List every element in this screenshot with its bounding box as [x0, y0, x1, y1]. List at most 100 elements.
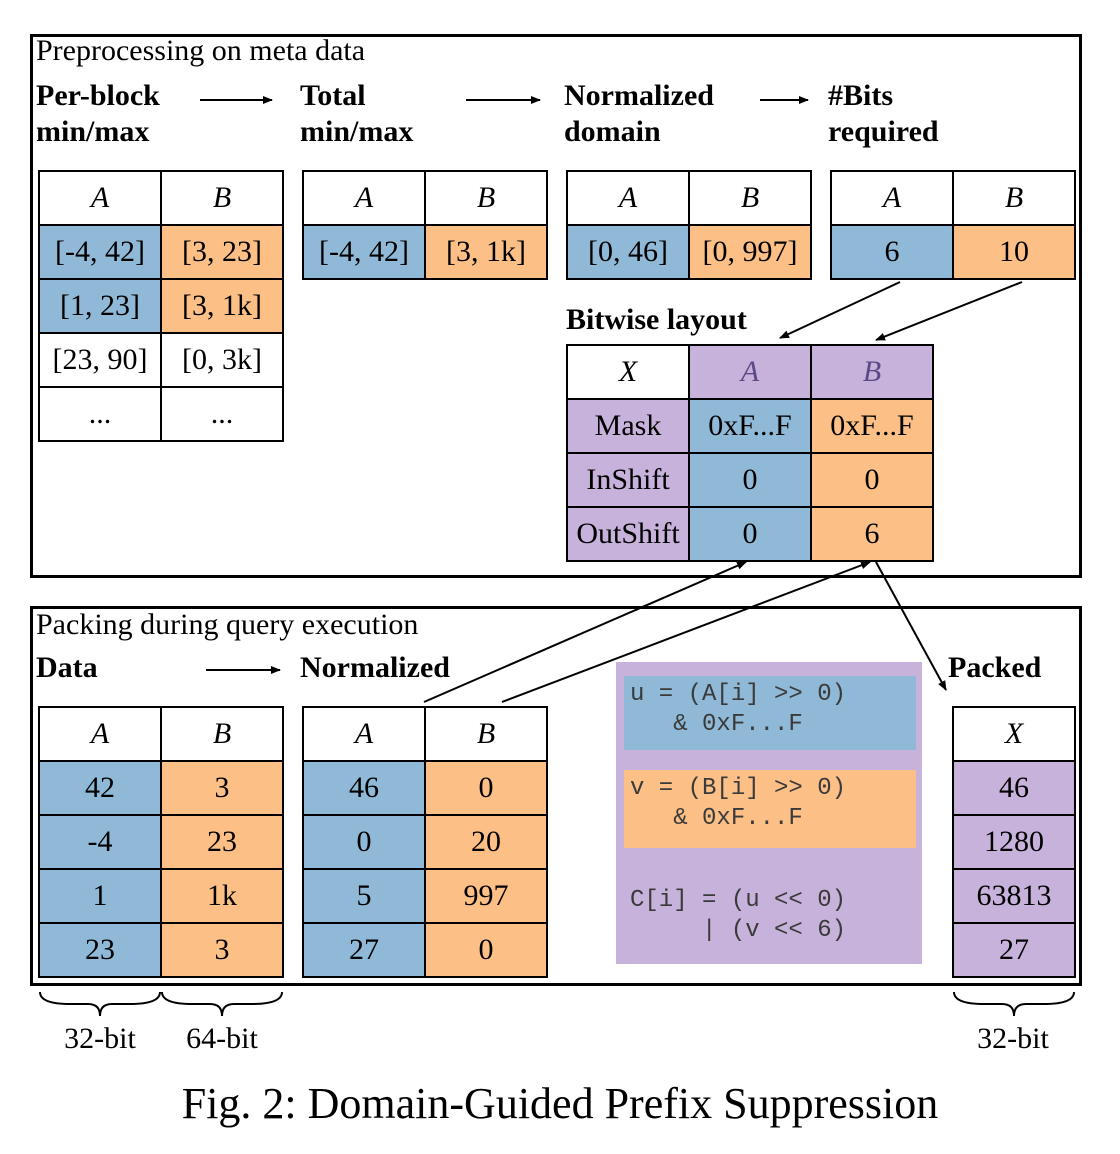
col-b-header: B [424, 170, 548, 226]
col-a-header: A [302, 170, 426, 226]
cell: [1, 23] [38, 278, 162, 334]
table-row: 27 [952, 922, 1076, 978]
code-c: C[i] = (u << 0) | (v << 6) [630, 887, 847, 944]
packed-label: Packed [948, 651, 1042, 684]
cell: 6 [830, 224, 954, 280]
bitwise-layout-table: X A B Mask 0xF...F 0xF...F InShift 0 0 O… [566, 344, 934, 562]
preprocessing-panel [30, 34, 1082, 578]
table-row: 46 [952, 760, 1076, 816]
bitwidth-label-x: 32-bit [977, 1022, 1049, 1055]
packed-table: X 46 1280 63813 27 [952, 706, 1076, 978]
cell: 20 [424, 814, 548, 870]
brace-icon [161, 991, 283, 1017]
cell: 10 [952, 224, 1076, 280]
cell: 63813 [952, 868, 1076, 924]
normalized-label: Normalized [300, 651, 450, 684]
code-v: v = (B[i] >> 0) & 0xF...F [624, 770, 916, 848]
cell: 27 [302, 922, 426, 978]
table-row: [1, 23] [3, 1k] [38, 278, 284, 334]
cell: 1280 [952, 814, 1076, 870]
col-x-header: X [566, 344, 690, 400]
cell: [0, 3k] [160, 332, 284, 388]
cell: 46 [302, 760, 426, 816]
col-b-header: B [810, 344, 934, 400]
step-total: Total min/max [300, 79, 414, 148]
cell: [-4, 42] [38, 224, 162, 280]
bitwidth-label-b: 64-bit [186, 1022, 258, 1055]
per-block-table: A B [-4, 42] [3, 23] [1, 23] [3, 1k] [23… [38, 170, 284, 442]
arrow-layout-to-packed [875, 561, 947, 691]
step-normalized: Normalized domain [564, 79, 714, 148]
table-row: [0, 46] [0, 997] [566, 224, 812, 280]
cell: -4 [38, 814, 162, 870]
row-label: Mask [566, 398, 690, 454]
cell: [-4, 42] [302, 224, 426, 280]
brace-icon [39, 991, 161, 1017]
cell: 23 [160, 814, 284, 870]
data-label: Data [36, 651, 98, 684]
normalized-domain-table: A B [0, 46] [0, 997] [566, 170, 812, 280]
cell: 0 [810, 452, 934, 508]
col-a-header: A [688, 344, 812, 400]
table-row: [23, 90] [0, 3k] [38, 332, 284, 388]
cell: [3, 23] [160, 224, 284, 280]
cell: 6 [810, 506, 934, 562]
arrow-bits-a-to-layout [779, 281, 901, 339]
figure-caption: Fig. 2: Domain-Guided Prefix Suppression [181, 1079, 939, 1128]
col-x-header: X [952, 706, 1076, 762]
table-row: 0 20 [302, 814, 548, 870]
table-row: 5 997 [302, 868, 548, 924]
cell: 46 [952, 760, 1076, 816]
data-table: A B 42 3 -4 23 1 1k 23 3 [38, 706, 284, 978]
total-table: A B [-4, 42] [3, 1k] [302, 170, 548, 280]
col-a-header: A [38, 706, 162, 762]
table-row: 1280 [952, 814, 1076, 870]
bitwidth-label-a: 32-bit [64, 1022, 136, 1055]
row-label: InShift [566, 452, 690, 508]
step-bits: #Bits required [828, 79, 939, 148]
cell: [0, 46] [566, 224, 690, 280]
col-a-header: A [38, 170, 162, 226]
cell: 3 [160, 922, 284, 978]
cell: ... [38, 386, 162, 442]
bitwise-layout-title: Bitwise layout [566, 303, 747, 336]
table-row: OutShift 0 6 [566, 506, 934, 562]
cell: 27 [952, 922, 1076, 978]
col-b-header: B [160, 706, 284, 762]
cell: 0 [688, 452, 812, 508]
cell: [23, 90] [38, 332, 162, 388]
cell: 1k [160, 868, 284, 924]
cell: 0 [424, 760, 548, 816]
arrow-normalized-a-to-layout [423, 561, 747, 703]
col-b-header: B [160, 170, 284, 226]
cell: 0xF...F [688, 398, 812, 454]
cell: 23 [38, 922, 162, 978]
code-u: u = (A[i] >> 0) & 0xF...F [624, 676, 916, 750]
row-label: OutShift [566, 506, 690, 562]
table-row: 23 3 [38, 922, 284, 978]
cell: 997 [424, 868, 548, 924]
arrow-bits-b-to-layout [875, 281, 1023, 341]
brace-icon [953, 991, 1075, 1017]
cell: 1 [38, 868, 162, 924]
table-row: Mask 0xF...F 0xF...F [566, 398, 934, 454]
cell: 0 [424, 922, 548, 978]
cell: [3, 1k] [424, 224, 548, 280]
table-row: 6 10 [830, 224, 1076, 280]
cell: 42 [38, 760, 162, 816]
arrow-normalized-b-to-layout [501, 561, 871, 703]
preprocessing-title: Preprocessing on meta data [36, 34, 366, 67]
table-row: 1 1k [38, 868, 284, 924]
table-row: 27 0 [302, 922, 548, 978]
table-row: 42 3 [38, 760, 284, 816]
cell: [0, 997] [688, 224, 812, 280]
col-a-header: A [830, 170, 954, 226]
table-row: -4 23 [38, 814, 284, 870]
cell: 0 [688, 506, 812, 562]
table-row: InShift 0 0 [566, 452, 934, 508]
cell: 0 [302, 814, 426, 870]
col-b-header: B [424, 706, 548, 762]
col-a-header: A [566, 170, 690, 226]
col-a-header: A [302, 706, 426, 762]
